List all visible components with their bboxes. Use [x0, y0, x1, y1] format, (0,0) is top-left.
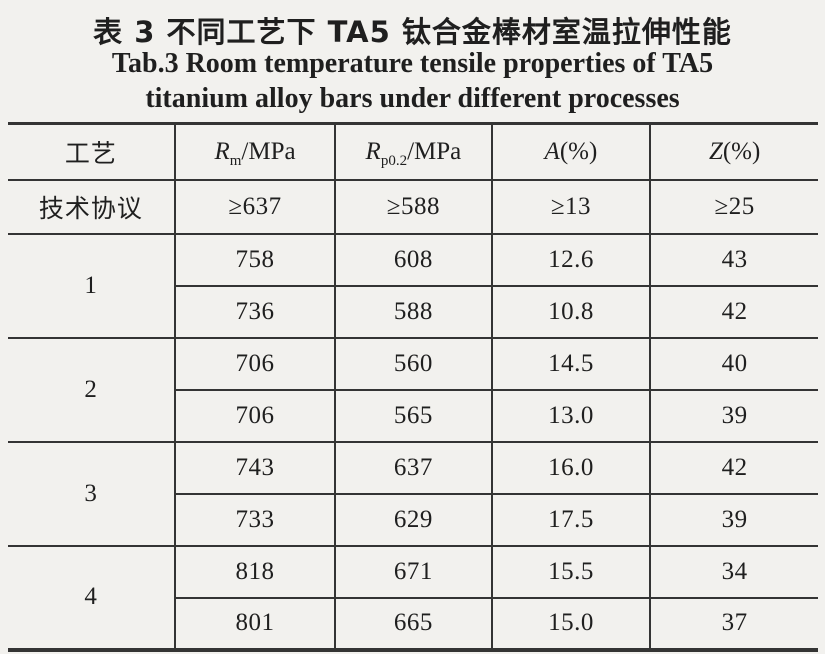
table-cell: 34 — [650, 545, 818, 599]
table-cell: 733 — [174, 493, 337, 547]
table-row: 2 706 560 14.5 40 — [8, 337, 818, 443]
table-cell: 801 — [174, 597, 337, 650]
table-cell: 17.5 — [491, 493, 652, 547]
column-header-process: 工艺 — [8, 123, 176, 181]
table-cell: 818 — [174, 545, 337, 599]
table-cell: 736 — [174, 285, 337, 339]
tensile-properties-table: 工艺 Rm/MPa Rp0.2/MPa A(%) Z(%) 技术协议 ≥637 … — [8, 122, 818, 652]
header-row: 工艺 Rm/MPa Rp0.2/MPa A(%) Z(%) — [8, 123, 818, 181]
spec-requirement-row: 技术协议 ≥637 ≥588 ≥13 ≥25 — [8, 179, 818, 235]
table-title-english-line2: titanium alloy bars under different proc… — [145, 83, 680, 114]
table-row: 1 758 608 12.6 43 — [8, 233, 818, 339]
process-number-cell: 4 — [8, 545, 176, 650]
table-cell: 637 — [335, 441, 493, 495]
table-row: 4 818 671 15.5 34 — [8, 545, 818, 650]
table-row: 736 588 10.8 42 — [8, 285, 818, 339]
process-number-cell: 3 — [8, 441, 176, 547]
table-row: 801 665 15.0 37 — [8, 597, 818, 650]
table-title-english-line1: Tab.3 Room temperature tensile propertie… — [111, 48, 714, 79]
table-cell: 39 — [650, 389, 818, 443]
table-cell: 40 — [650, 337, 818, 391]
table-cell: 743 — [174, 441, 337, 495]
column-header-rm: Rm/MPa — [174, 123, 337, 181]
table-cell: 15.5 — [491, 545, 652, 599]
process-number-cell: 2 — [8, 337, 176, 443]
table-row: 733 629 17.5 39 — [8, 493, 818, 547]
table-cell: 43 — [650, 233, 818, 287]
table-cell: 39 — [650, 493, 818, 547]
spec-row-label: 技术协议 — [8, 179, 176, 235]
table-cell: 565 — [335, 389, 493, 443]
table-row: 3 743 637 16.0 42 — [8, 441, 818, 547]
table-row: 706 565 13.0 39 — [8, 389, 818, 443]
table-cell: 560 — [335, 337, 493, 391]
table-cell: 13.0 — [491, 389, 652, 443]
table-cell: ≥13 — [491, 179, 652, 235]
table-cell: 706 — [174, 389, 337, 443]
table-cell: 10.8 — [491, 285, 652, 339]
table-cell: 706 — [174, 337, 337, 391]
table-cell: 608 — [335, 233, 493, 287]
table-cell: 629 — [335, 493, 493, 547]
table-cell: 42 — [650, 285, 818, 339]
table-cell: 37 — [721, 609, 748, 636]
table-cell: 758 — [174, 233, 337, 287]
table-cell: ≥25 — [650, 179, 818, 235]
table-cell: 16.0 — [491, 441, 652, 495]
process-number-cell: 1 — [8, 233, 176, 339]
column-header-elongation: A(%) — [491, 123, 652, 181]
table-cell: 42 — [650, 441, 818, 495]
table-cell: 14.5 — [491, 337, 652, 391]
table-cell: 665 — [335, 597, 493, 650]
column-header-rp02: Rp0.2/MPa — [335, 123, 493, 181]
table-cell: 588 — [335, 285, 493, 339]
table-title-chinese: 表 3 不同工艺下 TA5 钛合金棒材室温拉伸性能 — [93, 15, 732, 49]
table-cell: 12.6 — [491, 233, 652, 287]
table-cell: 15.0 — [491, 597, 652, 650]
table-cell: 671 — [335, 545, 493, 599]
table-cell: ≥588 — [335, 179, 493, 235]
table-cell: ≥637 — [174, 179, 337, 235]
column-header-reduction: Z(%) — [650, 123, 818, 181]
